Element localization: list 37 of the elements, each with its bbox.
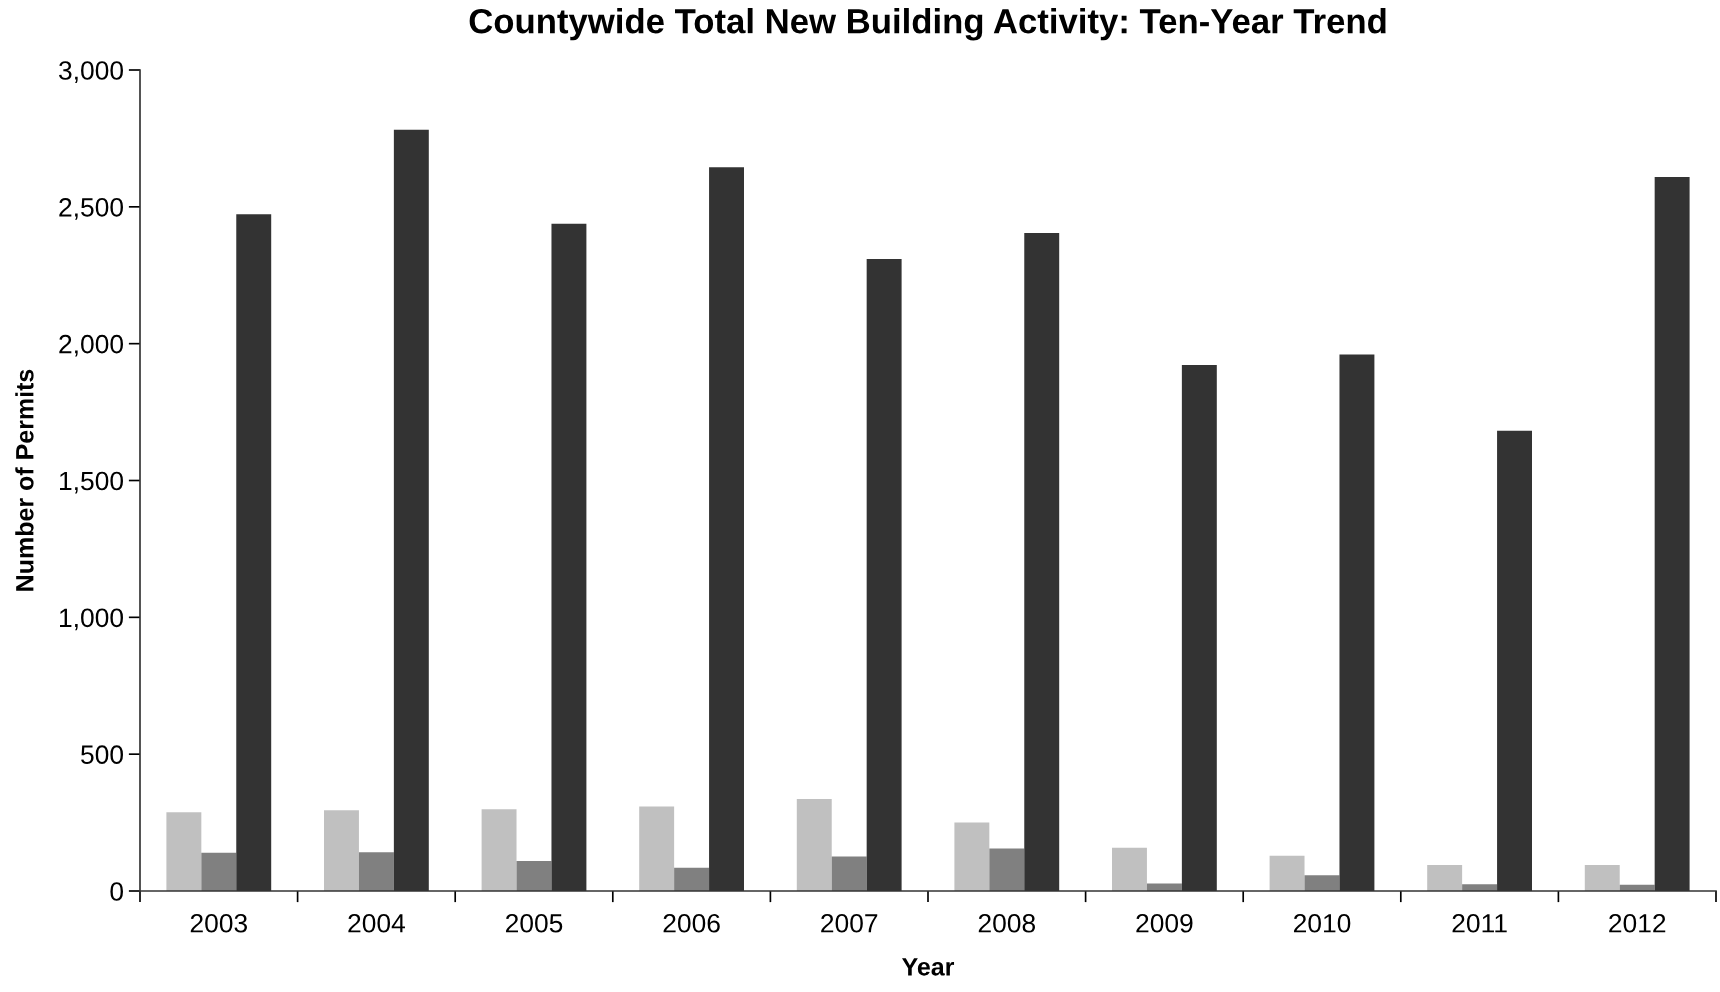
y-axis-title: Number of Permits bbox=[15, 369, 34, 591]
bar bbox=[796, 799, 832, 891]
x-tick-label: 2011 bbox=[1452, 913, 1507, 933]
bar bbox=[481, 809, 517, 891]
bar bbox=[954, 822, 990, 891]
x-tick-label: 2008 bbox=[978, 913, 1036, 933]
x-tick-label: 2009 bbox=[1136, 913, 1193, 933]
bar bbox=[831, 856, 867, 891]
bar bbox=[989, 848, 1025, 891]
x-tick-label: 2012 bbox=[1609, 913, 1666, 933]
y-tick-label: 2,500 bbox=[59, 197, 123, 220]
bar bbox=[1112, 847, 1147, 891]
x-tick-label: 2004 bbox=[348, 913, 405, 933]
bar bbox=[516, 860, 552, 891]
bar bbox=[358, 852, 394, 891]
y-tick-label: 0 bbox=[110, 882, 123, 901]
chart-title: Countywide Total New Building Activity: Ten-Year Trend bbox=[469, 8, 1386, 41]
bar bbox=[639, 806, 675, 891]
x-axis-title: Year bbox=[902, 958, 955, 976]
bar bbox=[674, 867, 710, 891]
bar bbox=[324, 810, 359, 891]
x-tick-label: 2003 bbox=[190, 913, 247, 933]
x-tick-label: 2010 bbox=[1293, 913, 1351, 933]
bar bbox=[166, 812, 202, 891]
y-tick-label: 2,000 bbox=[59, 334, 123, 357]
y-tick-label: 1,500 bbox=[60, 471, 123, 494]
y-tick-label: 500 bbox=[81, 745, 123, 764]
y-tick-label: 3,000 bbox=[59, 61, 123, 83]
bar bbox=[201, 852, 237, 891]
bar bbox=[1269, 855, 1305, 891]
x-tick-label: 2006 bbox=[663, 913, 720, 933]
bar bbox=[1427, 865, 1463, 891]
bar bbox=[1584, 865, 1620, 891]
bar bbox=[1304, 875, 1340, 891]
x-tick-label: 2007 bbox=[821, 913, 878, 933]
y-tick-label: 1,000 bbox=[60, 608, 123, 631]
x-tick-label: 2005 bbox=[505, 913, 563, 933]
